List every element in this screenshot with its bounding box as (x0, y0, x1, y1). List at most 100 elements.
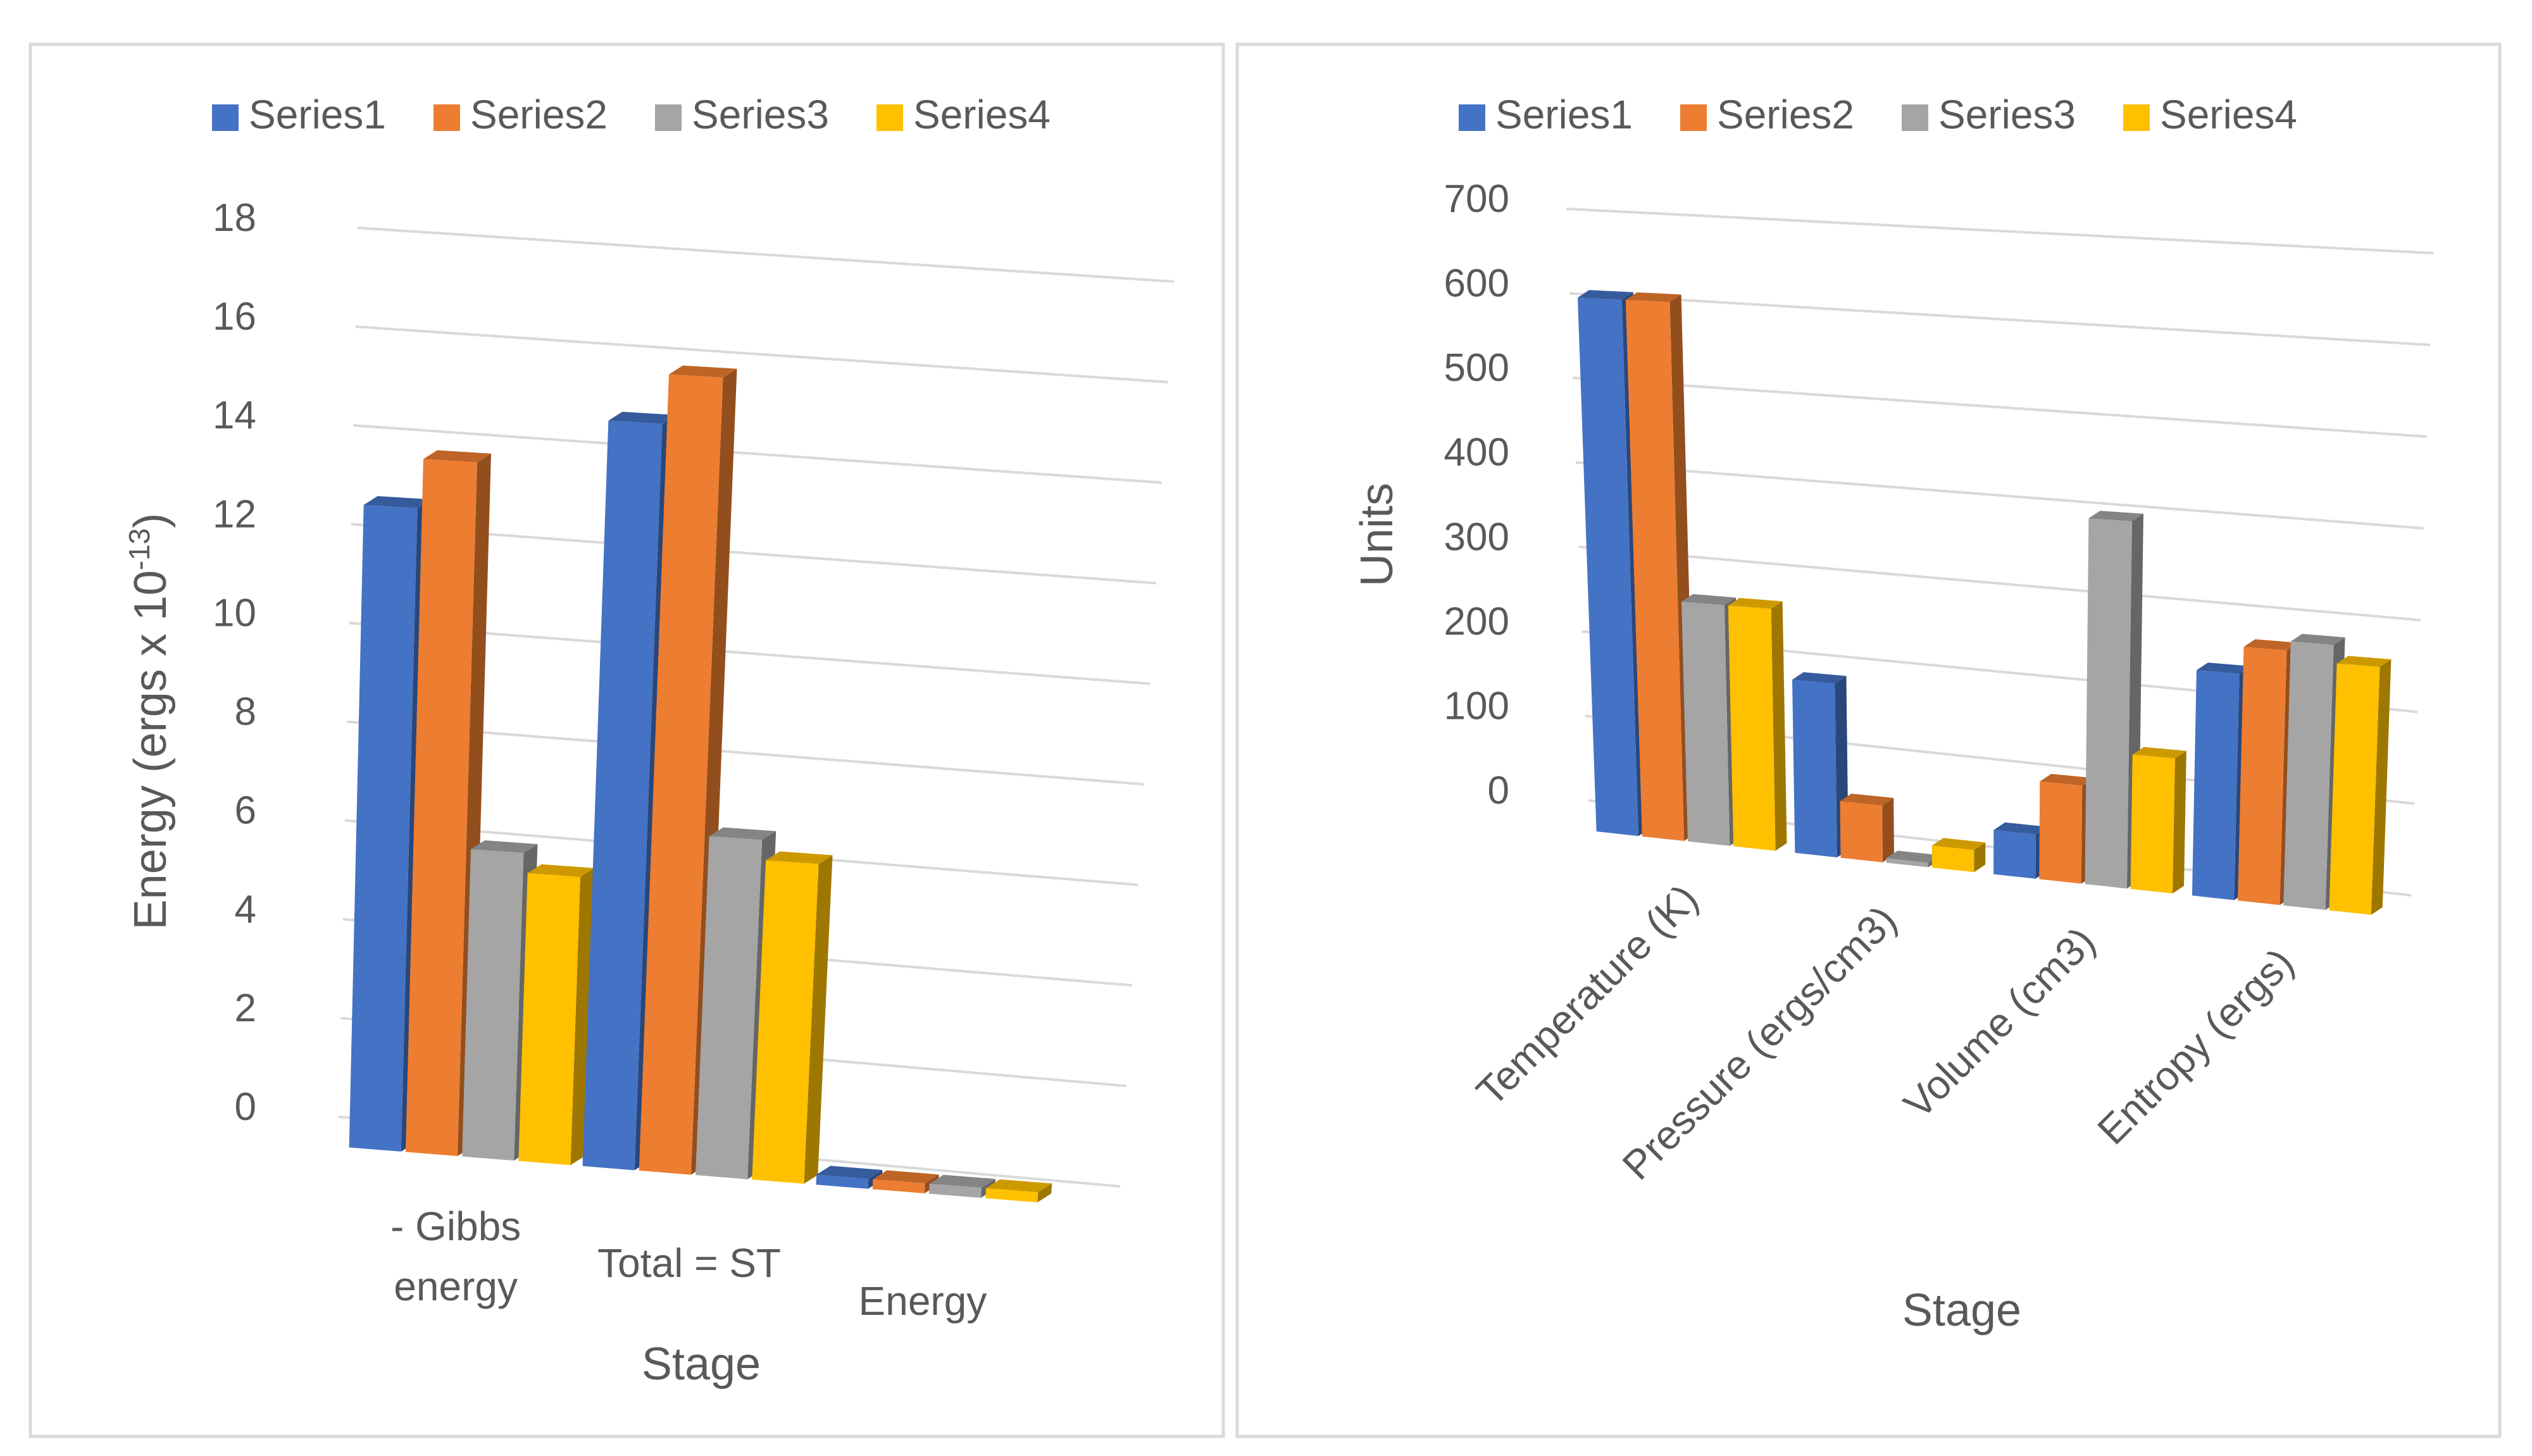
y-tick-label: 700 (1444, 177, 1509, 221)
bar-top (1792, 672, 1847, 684)
bar-front (2283, 641, 2334, 910)
y-tick-label: 16 (213, 295, 256, 339)
legend-swatch-series3 (655, 104, 682, 131)
y-tick-label: 2 (235, 986, 256, 1030)
y-axis-title-text: Units (1352, 483, 1402, 587)
bar-series4-cat3 (985, 1179, 1052, 1203)
y-tick-label: 14 (213, 394, 256, 437)
gridline (1569, 292, 2431, 346)
y-tick-label: 18 (213, 196, 256, 240)
legend-swatch-series2 (433, 104, 460, 131)
bar-top (929, 1174, 995, 1188)
legend-swatch-series2 (1680, 104, 1707, 131)
legend-label-series4: Series4 (2160, 92, 2297, 137)
bar-front (1886, 858, 1929, 868)
bar-front (1792, 680, 1837, 857)
bar-top (1931, 838, 1986, 850)
bar-front (349, 504, 418, 1152)
bar-side (2173, 750, 2186, 893)
bar-top (470, 840, 538, 853)
bar-top (2088, 511, 2143, 521)
bar-side (690, 368, 737, 1175)
bar-front (752, 860, 819, 1184)
bar-top (2243, 639, 2298, 650)
legend-label-series1: Series1 (249, 92, 386, 137)
y-axis-title-close: ) (125, 513, 176, 528)
bar-top (363, 495, 432, 509)
x-category-label: - Gibbs (390, 1204, 521, 1249)
bar-series1-cat2 (1792, 672, 1849, 857)
legend-label-series3: Series3 (1938, 92, 2076, 137)
bar-front (872, 1179, 925, 1193)
gridline (1578, 545, 2421, 621)
gridline (353, 424, 1163, 484)
bar-front (1578, 297, 1639, 837)
gridline (357, 227, 1175, 283)
y-axis-title-text: Energy (ergs x 10 (125, 570, 176, 930)
bar-top (2196, 663, 2251, 674)
bar-side (1771, 601, 1787, 851)
y-tick-label: 4 (235, 888, 256, 931)
bar-top (709, 827, 776, 840)
legend-swatch-series4 (876, 104, 903, 131)
bar-side (1974, 842, 1986, 873)
bar-top (423, 450, 492, 463)
bar-top (1681, 594, 1736, 606)
gridline (1572, 376, 2428, 438)
y-tick-label: 600 (1444, 262, 1509, 306)
legend-swatch-series3 (1902, 104, 1928, 131)
x-category-label: energy (394, 1264, 518, 1309)
y-tick-label: 300 (1444, 515, 1509, 559)
x-category-label: Total = ST (597, 1240, 781, 1286)
bar-series4-cat1 (1728, 597, 1787, 851)
bar-top (1578, 290, 1633, 300)
bar-series4-cat2 (752, 851, 833, 1184)
bar-series1-cat3 (1993, 822, 2047, 879)
bar-front (518, 873, 581, 1166)
bar-front (1840, 801, 1883, 862)
gridline (355, 325, 1168, 383)
bar-series4-cat3 (2130, 747, 2186, 893)
bar-top (986, 1179, 1052, 1193)
left-chart: Series1 Series2 Series3 Series4 0 2 4 6 8 10 12 14 1… (123, 92, 1175, 1390)
bar-series2-cat2 (1840, 793, 1894, 862)
y-tick-label: 200 (1444, 600, 1509, 644)
y-tick-label: 6 (235, 789, 256, 833)
bar-series4-cat1 (518, 864, 595, 1166)
bar-front (1681, 601, 1730, 846)
bar-front (816, 1174, 869, 1189)
bar-series2-cat2 (639, 365, 737, 1175)
y-tick-label: 500 (1444, 346, 1509, 390)
bar-top (1840, 793, 1894, 806)
legend-label-series3: Series3 (692, 92, 829, 137)
gridline (1575, 461, 2424, 530)
x-axis-title: Stage (642, 1339, 761, 1390)
bar-front (2130, 754, 2175, 893)
bar-front (1728, 605, 1776, 851)
bar-front (985, 1188, 1038, 1203)
y-axis-title-exponent: -13 (123, 528, 156, 570)
bar-side (2371, 659, 2392, 915)
legend-label-series2: Series2 (1717, 92, 1854, 137)
bar-front (2238, 647, 2287, 905)
bar-series2-cat3 (2039, 773, 2094, 884)
bar-front (695, 836, 763, 1179)
x-category-label: Energy (859, 1278, 987, 1324)
bar-front (2192, 670, 2240, 900)
bar-top (2132, 747, 2186, 759)
bar-top (2040, 773, 2094, 786)
bar-front (462, 849, 524, 1161)
y-tick-label: 8 (235, 690, 256, 734)
legend-swatch-series4 (2123, 104, 2150, 131)
bar-front (2085, 518, 2132, 889)
bar-front (928, 1183, 982, 1198)
bar-series2-cat3 (872, 1170, 939, 1193)
y-axis-title: Units (1352, 483, 1402, 587)
bar-top (527, 864, 595, 877)
y-tick-label: 12 (213, 492, 256, 536)
bar-top (608, 411, 677, 424)
bar-front (2329, 663, 2380, 915)
bar-front (405, 459, 478, 1157)
bar-front (1625, 300, 1685, 841)
